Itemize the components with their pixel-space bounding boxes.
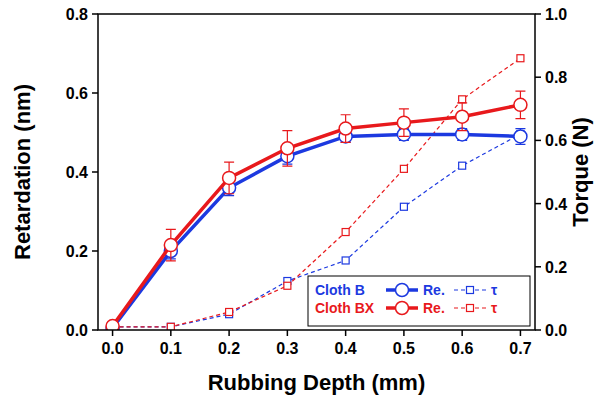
legend-group: Cloth BX <box>315 300 375 316</box>
point <box>281 142 294 155</box>
y2-tick-label: 0.0 <box>545 322 567 339</box>
legend-marker <box>396 284 409 297</box>
x-tick-label: 0.5 <box>393 340 415 357</box>
legend-label: Re. <box>423 282 445 298</box>
y2-tick <box>535 266 541 268</box>
legend-box <box>308 276 530 326</box>
x-tick-label: 0.4 <box>335 340 357 357</box>
y2-tick-label: 0.4 <box>545 196 567 213</box>
y2-tick <box>535 329 541 331</box>
point <box>397 116 410 129</box>
x-tick <box>461 330 463 336</box>
x-tick-label: 0.6 <box>451 340 473 357</box>
x-tick-label: 0.0 <box>101 340 123 357</box>
y2-tick-label: 0.6 <box>545 132 567 149</box>
x-tick <box>520 330 522 336</box>
point <box>459 162 466 169</box>
x-tick-label: 0.3 <box>276 340 298 357</box>
point <box>456 110 469 123</box>
y-tick-label: 0.6 <box>66 85 88 102</box>
y-tick-label: 0.0 <box>66 322 88 339</box>
x-tick <box>170 330 172 336</box>
point <box>167 323 174 330</box>
point <box>164 239 177 252</box>
point <box>223 171 236 184</box>
y2-tick-label: 1.0 <box>545 6 567 23</box>
y-tick-label: 0.8 <box>66 6 88 23</box>
legend-marker <box>467 287 474 294</box>
x-tick-label: 0.7 <box>509 340 531 357</box>
x-tick <box>287 330 289 336</box>
point <box>517 55 524 62</box>
point <box>339 122 352 135</box>
x-tick-label: 0.1 <box>160 340 182 357</box>
x-tick <box>345 330 347 336</box>
legend-marker <box>396 302 409 315</box>
legend-marker <box>467 305 474 312</box>
y2-tick-label: 0.8 <box>545 69 567 86</box>
legend-label: τ <box>491 282 498 298</box>
y-tick <box>92 171 98 173</box>
y-axis-title: Retardation (nm) <box>10 84 35 260</box>
x-tick <box>112 330 114 336</box>
y2-tick <box>535 13 541 15</box>
legend-label: τ <box>491 300 498 316</box>
y2-tick <box>535 76 541 78</box>
legend-label: Re. <box>423 300 445 316</box>
point <box>167 323 174 330</box>
legend-group: Cloth B <box>315 282 365 298</box>
y2-tick-label: 0.2 <box>545 259 567 276</box>
point <box>459 96 466 103</box>
point <box>226 308 233 315</box>
point <box>400 165 407 172</box>
point <box>342 229 349 236</box>
point <box>514 98 527 111</box>
x-tick <box>228 330 230 336</box>
x-axis-title: Rubbing Depth (mm) <box>208 370 426 395</box>
y-tick <box>92 329 98 331</box>
point <box>106 320 119 330</box>
y-tick <box>92 13 98 15</box>
y2-tick <box>535 140 541 142</box>
point <box>284 282 291 289</box>
legend: Cloth B Re. τ Cloth BX Re. τ <box>308 276 530 326</box>
y-tick-label: 0.2 <box>66 243 88 260</box>
y-tick-label: 0.4 <box>66 164 88 181</box>
chart: 0.0 0.1 0.2 0.3 0.4 0.5 0.6 0.7 0.0 0.2 0.4 0.6 0.8 0… <box>0 0 600 400</box>
y2-tick <box>535 203 541 205</box>
x-tick <box>403 330 405 336</box>
point <box>514 130 527 143</box>
point <box>400 203 407 210</box>
point <box>342 257 349 264</box>
y2-axis-title: Torque (N) <box>568 117 593 227</box>
y-tick <box>92 92 98 94</box>
x-tick-label: 0.2 <box>218 340 240 357</box>
plot-frame <box>98 14 535 330</box>
y-tick <box>92 250 98 252</box>
